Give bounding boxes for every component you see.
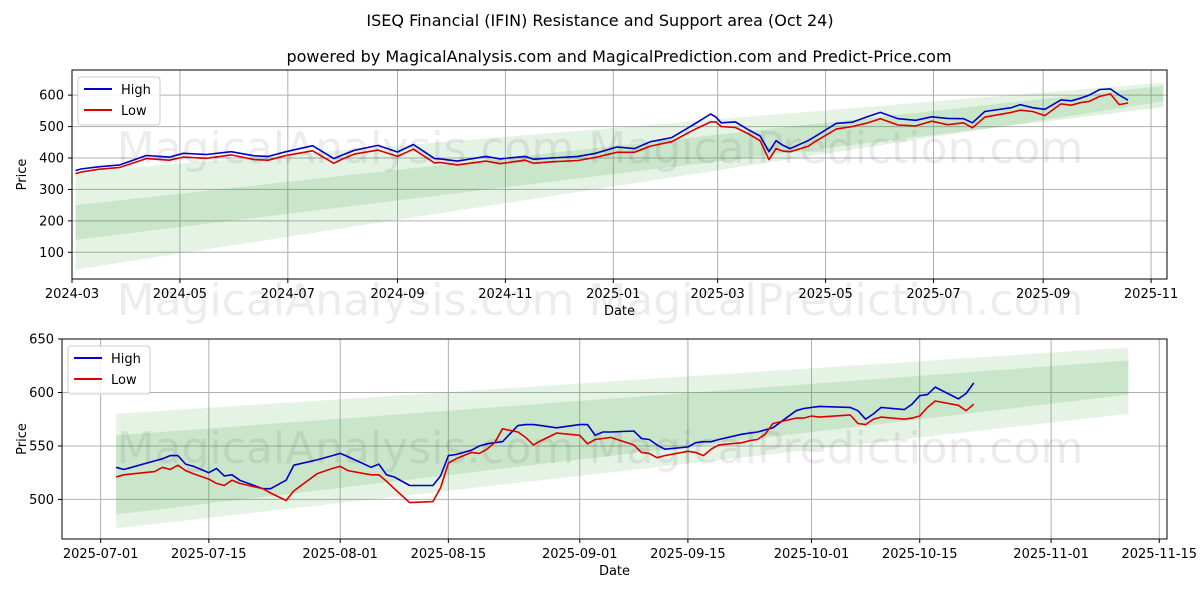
- top-xtick-label: 2025-01: [586, 287, 640, 302]
- top-legend-label-high: High: [121, 83, 151, 98]
- bottom-xtick-label: 2025-07-15: [171, 547, 247, 562]
- top-ytick-label: 200: [39, 214, 64, 229]
- chart-subtitle: powered by MagicalAnalysis.com and Magic…: [286, 47, 951, 66]
- top-xtick-label: 2024-09: [370, 287, 424, 302]
- chart-title: ISEQ Financial (IFIN) Resistance and Sup…: [366, 11, 833, 30]
- bottom-xtick-label: 2025-10-15: [882, 547, 958, 562]
- bottom-xtick-label: 2025-10-01: [774, 547, 850, 562]
- plot-top: 2024-03 2024-05 2024-07 2024-09 2024-11 2025-…: [15, 69, 1178, 319]
- top-ytick-label: 400: [39, 152, 64, 167]
- top-ytick-label: 300: [39, 183, 64, 198]
- top-xtick-label: 2025-09: [1016, 287, 1070, 302]
- bottom-ytick-label: 550: [29, 439, 54, 454]
- top-xtick-label: 2024-07: [261, 287, 315, 302]
- top-low-line: [75, 93, 1129, 175]
- top-xtick-label: 2025-07: [906, 287, 960, 302]
- top-ytick-label: 600: [39, 89, 64, 104]
- top-legend-label-low: Low: [121, 104, 147, 119]
- top-outer-band: [75, 82, 1164, 270]
- bottom-legend-label-low: Low: [111, 373, 137, 388]
- bottom-xtick-label: 2025-08-01: [302, 547, 378, 562]
- top-inner-band: [75, 85, 1164, 240]
- top-xtick-label: 2025-11: [1124, 287, 1178, 302]
- bottom-outer-band: [116, 347, 1129, 529]
- bottom-legend-label-high: High: [111, 352, 141, 367]
- bottom-xaxis-label: Date: [599, 564, 630, 579]
- top-yaxis-label: Price: [15, 159, 30, 191]
- bottom-legend: High Low: [67, 345, 151, 395]
- bottom-axes-frame: [61, 338, 1168, 540]
- bottom-yaxis-label: Price: [15, 423, 30, 455]
- bottom-xtick-label: 2025-09-01: [542, 547, 618, 562]
- top-xtick-label: 2025-03: [691, 287, 745, 302]
- plot-bottom: 2025-07-01 2025-07-15 2025-08-01 2025-08-15…: [15, 333, 1197, 580]
- bottom-ytick-label: 600: [29, 386, 54, 401]
- bottom-ytick-label: 500: [29, 493, 54, 508]
- bottom-xtick-label: 2025-11-01: [1013, 547, 1089, 562]
- bottom-low-line: [115, 400, 975, 504]
- top-ytick-label: 100: [39, 246, 64, 261]
- watermark-bottom: MagicalAnalysis.com MagicalPrediction.co…: [117, 423, 1084, 474]
- top-legend: High Low: [77, 76, 161, 126]
- bottom-xtick-label: 2025-09-15: [650, 547, 726, 562]
- top-xtick-label: 2025-05: [798, 287, 852, 302]
- watermark-middle: MagicalAnalysis.com MagicalPrediction.co…: [117, 275, 1084, 326]
- top-high-line: [75, 88, 1129, 172]
- bottom-xtick-label: 2025-07-01: [63, 547, 139, 562]
- bottom-ytick-label: 650: [29, 333, 54, 348]
- top-ytick-label: 500: [39, 120, 64, 135]
- bottom-xtick-label: 2025-11-15: [1121, 547, 1197, 562]
- watermark-top: MagicalAnalysis.com MagicalPrediction.co…: [117, 123, 1084, 174]
- bottom-xtick-label: 2025-08-15: [411, 547, 487, 562]
- bottom-inner-band: [116, 360, 1129, 515]
- top-xaxis-label: Date: [604, 304, 635, 319]
- top-axes-frame: [71, 69, 1168, 280]
- top-xtick-label: 2024-05: [153, 287, 207, 302]
- top-xtick-label: 2024-03: [45, 287, 99, 302]
- bottom-high-line: [115, 382, 975, 490]
- top-xtick-label: 2024-11: [478, 287, 532, 302]
